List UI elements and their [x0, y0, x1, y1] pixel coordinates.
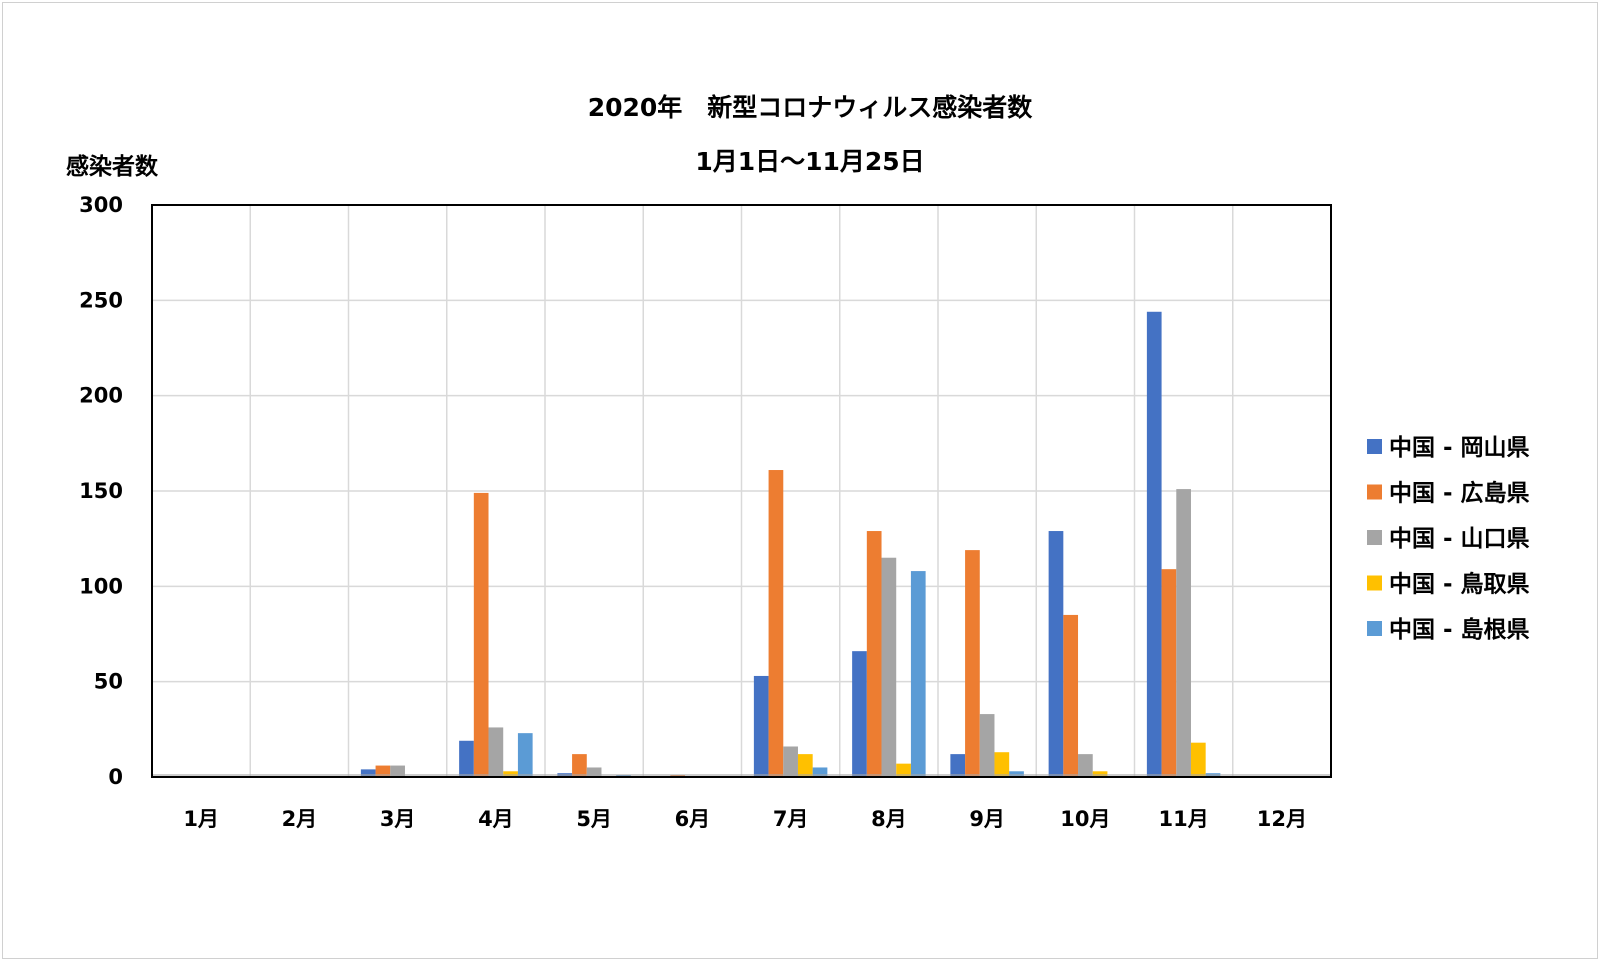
legend-swatch [1367, 530, 1382, 545]
y-tick-label: 0 [108, 765, 123, 789]
bar [896, 763, 911, 777]
bar [994, 752, 1010, 777]
x-tick-label: 2月 [282, 807, 318, 831]
legend-label: 中国 - 島根県 [1389, 616, 1530, 643]
y-tick-label: 200 [79, 384, 123, 408]
x-tick-label: 4月 [478, 807, 514, 831]
y-tick-label: 150 [79, 479, 123, 503]
y-tick-label: 300 [79, 193, 123, 217]
x-tick-label: 10月 [1060, 807, 1110, 831]
legend-label: 中国 - 山口県 [1389, 526, 1530, 552]
x-tick-label: 5月 [576, 807, 612, 831]
bar [1190, 742, 1206, 777]
x-tick-label: 6月 [675, 807, 711, 831]
x-tick-label: 12月 [1257, 807, 1307, 831]
grid-lines [152, 205, 1331, 777]
legend-swatch [1367, 621, 1382, 636]
y-axis-label: 感染者数 [66, 153, 159, 180]
bar [1161, 569, 1177, 777]
bar [1078, 754, 1093, 777]
bar [1048, 531, 1064, 777]
bar [881, 557, 897, 777]
x-tick-label: 9月 [969, 807, 1005, 831]
y-tick-labels: 0 50 100 150 200 250 300 [79, 193, 123, 789]
bar [852, 651, 867, 777]
bar [979, 714, 995, 777]
bar [866, 531, 882, 777]
legend-swatch [1367, 575, 1382, 591]
legend-label: 中国 - 広島県 [1389, 480, 1530, 507]
bar [1063, 614, 1079, 777]
bar [586, 767, 602, 777]
bar [360, 769, 376, 777]
bar [910, 571, 926, 777]
baseline-strip [152, 774, 1331, 777]
bar [488, 727, 504, 777]
bar-chart: 2020年 新型コロナウィルス感染者数 1月1日～11月25日 感染者数 0 50… [66, 93, 1530, 831]
legend-swatch [1367, 484, 1382, 500]
axes [151, 204, 1332, 778]
legend-swatch [1367, 439, 1382, 454]
bars [360, 311, 1221, 777]
bar [753, 675, 769, 777]
plot-area-border [151, 204, 1332, 778]
legend-label: 中国 - 岡山県 [1389, 435, 1530, 461]
x-tick-label: 8月 [871, 807, 907, 831]
legend-label: 中国 - 鳥取県 [1389, 571, 1530, 598]
bar [783, 746, 798, 777]
bar [1176, 489, 1191, 777]
y-tick-label: 100 [79, 574, 123, 598]
bar [1146, 311, 1162, 777]
x-tick-label: 7月 [773, 807, 809, 831]
bar [812, 767, 828, 777]
x-tick-label: 1月 [183, 807, 219, 831]
chart-subtitle: 1月1日～11月25日 [695, 147, 924, 176]
bar [473, 492, 489, 777]
chart-title: 2020年 新型コロナウィルス感染者数 [588, 93, 1034, 122]
x-tick-label: 3月 [380, 807, 416, 831]
y-tick-label: 50 [94, 670, 123, 694]
y-tick-label: 250 [79, 288, 123, 312]
bar [768, 470, 784, 777]
bar [390, 765, 405, 777]
bar [517, 733, 533, 777]
x-tick-labels: 1月 2月 3月 4月 5月 6月 7月 8月 9月 10月 11月 12月 [183, 807, 1307, 831]
bar [950, 754, 966, 777]
x-tick-label: 11月 [1159, 807, 1209, 831]
bar [459, 740, 474, 777]
bar [965, 550, 980, 777]
bar [572, 754, 587, 777]
bar [797, 754, 813, 777]
bar [375, 765, 391, 777]
